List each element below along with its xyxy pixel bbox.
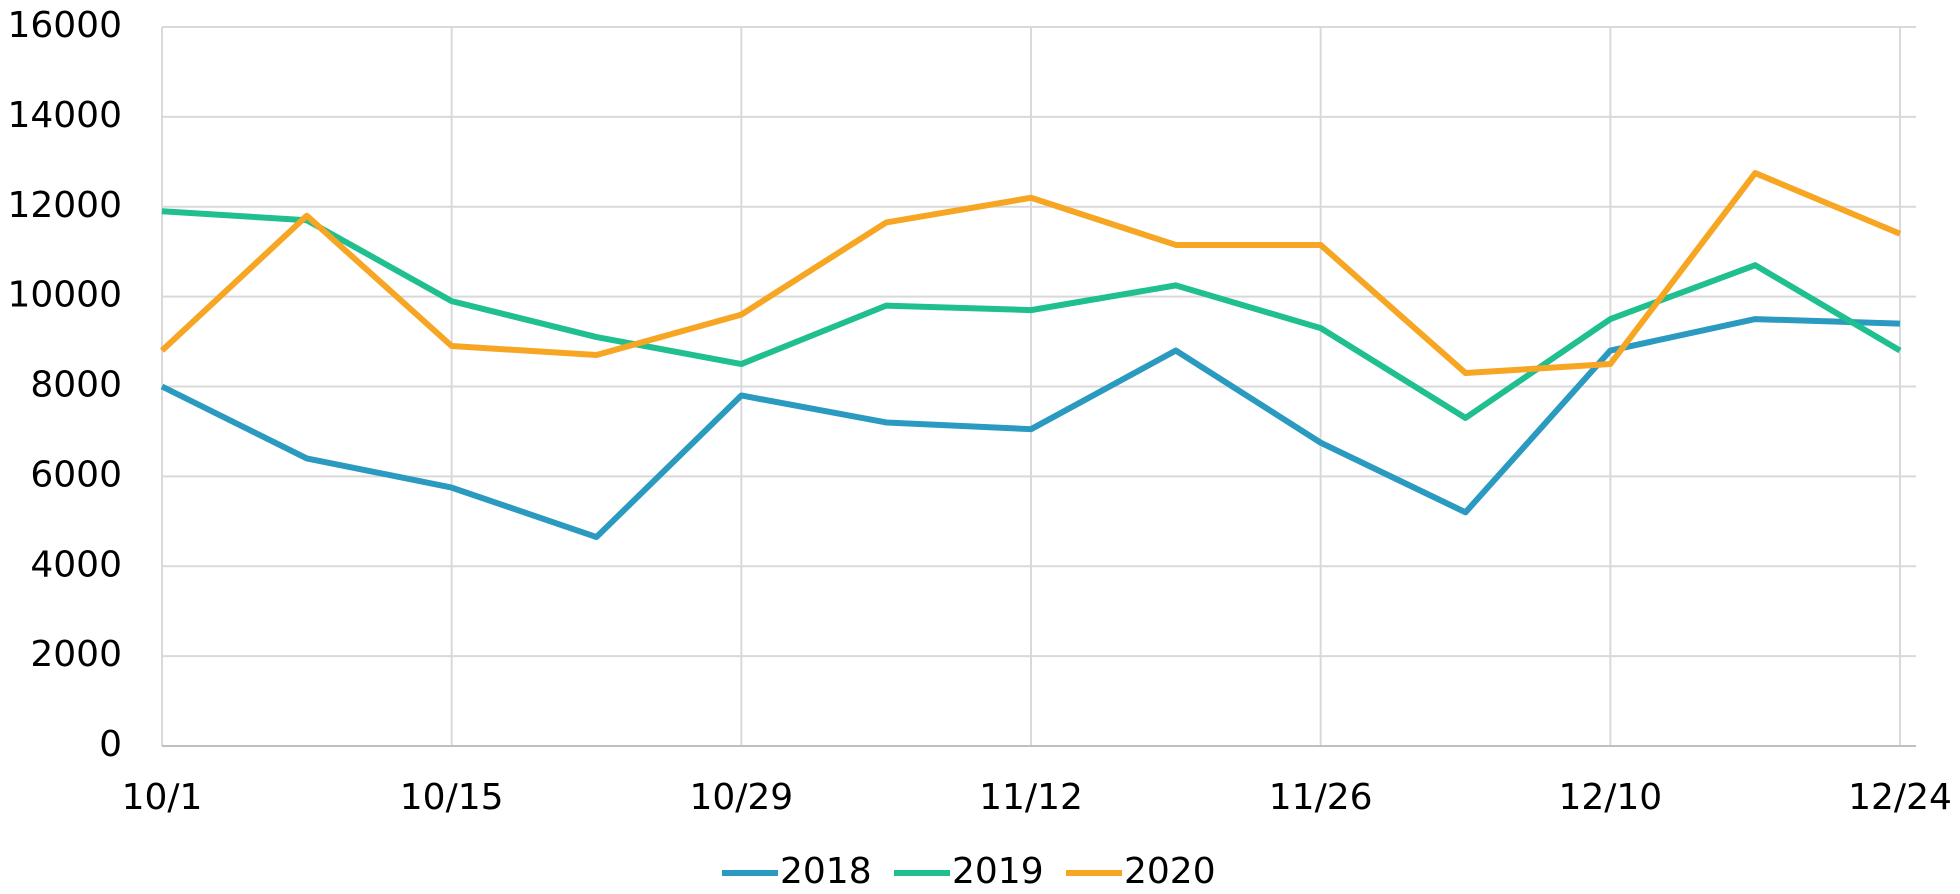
x-tick-label: 12/24	[1848, 777, 1952, 818]
y-tick-label: 6000	[30, 454, 122, 495]
y-tick-label: 14000	[7, 95, 122, 136]
y-tick-label: 0	[99, 724, 122, 765]
x-tick-label: 10/29	[689, 777, 793, 818]
y-tick-label: 4000	[30, 544, 122, 585]
series-line	[161, 208, 1902, 421]
series-line	[160, 316, 1901, 541]
y-tick-label: 10000	[7, 275, 122, 316]
legend-label: 2020	[1124, 851, 1216, 892]
series-line	[159, 170, 1902, 377]
legend-label: 2019	[952, 851, 1044, 892]
x-tick-label: 10/15	[400, 777, 504, 818]
legend-label: 2018	[780, 851, 872, 892]
x-tick-label: 10/1	[122, 777, 203, 818]
y-tick-label: 2000	[30, 634, 122, 675]
y-tick-label: 8000	[30, 365, 122, 406]
y-tick-label: 16000	[7, 5, 122, 46]
x-tick-label: 12/10	[1558, 777, 1662, 818]
x-tick-label: 11/26	[1269, 777, 1373, 818]
x-tick-label: 11/12	[979, 777, 1083, 818]
y-tick-label: 12000	[7, 185, 122, 226]
